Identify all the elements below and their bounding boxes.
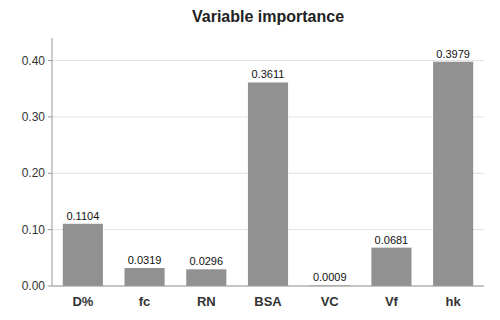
x-tick-label: Vf (385, 294, 399, 309)
y-tick-label: 0.20 (22, 166, 46, 180)
y-tick (48, 229, 52, 230)
y-tick (48, 286, 52, 287)
chart-title: Variable importance (192, 8, 344, 25)
data-label: 0.0681 (375, 234, 409, 246)
bar (248, 82, 288, 286)
x-axis-line (52, 286, 484, 287)
data-label: 0.0319 (128, 254, 162, 266)
y-grid (52, 61, 484, 286)
y-tick-label: 0.00 (22, 279, 46, 293)
y-tick-label: 0.30 (22, 110, 46, 124)
grid-line (52, 286, 484, 287)
data-label: 0.0009 (313, 271, 347, 283)
x-tick-label: RN (197, 294, 216, 309)
y-tick (48, 173, 52, 174)
data-label: 0.3611 (252, 68, 285, 80)
bar (433, 62, 473, 286)
bar (125, 268, 165, 286)
y-tick (48, 116, 52, 117)
data-label: 0.1104 (66, 210, 99, 222)
bar (371, 248, 411, 286)
chart-svg: Variable importance 0.00 0.10 0.20 0.30 0.40 0… (0, 0, 500, 320)
x-tick-label: BSA (254, 294, 282, 309)
x-tick-label: hk (446, 294, 462, 309)
y-tick (48, 60, 52, 61)
grid-line (52, 60, 484, 61)
bar (186, 269, 226, 286)
y-tick-label: 0.10 (22, 223, 46, 237)
bars (63, 62, 473, 286)
x-tick-label: D% (72, 294, 93, 309)
x-tick-label: fc (139, 294, 151, 309)
data-label: 0.0296 (189, 255, 223, 267)
y-tick-label: 0.40 (22, 54, 46, 68)
x-tick-label: VC (321, 294, 340, 309)
bar (63, 224, 103, 286)
chart-container: Variable importance 0.00 0.10 0.20 0.30 0.40 0… (0, 0, 500, 320)
y-axis-line (52, 38, 53, 286)
data-label: 0.3979 (436, 48, 470, 60)
